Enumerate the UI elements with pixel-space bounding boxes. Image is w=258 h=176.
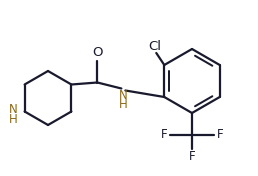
- Text: Cl: Cl: [148, 39, 161, 52]
- Text: H: H: [9, 113, 18, 126]
- Text: H: H: [119, 98, 128, 111]
- Text: F: F: [189, 149, 195, 162]
- Text: N: N: [119, 89, 128, 102]
- Text: O: O: [92, 46, 103, 59]
- Text: N: N: [9, 103, 18, 116]
- Text: F: F: [217, 128, 223, 142]
- Text: F: F: [161, 128, 167, 142]
